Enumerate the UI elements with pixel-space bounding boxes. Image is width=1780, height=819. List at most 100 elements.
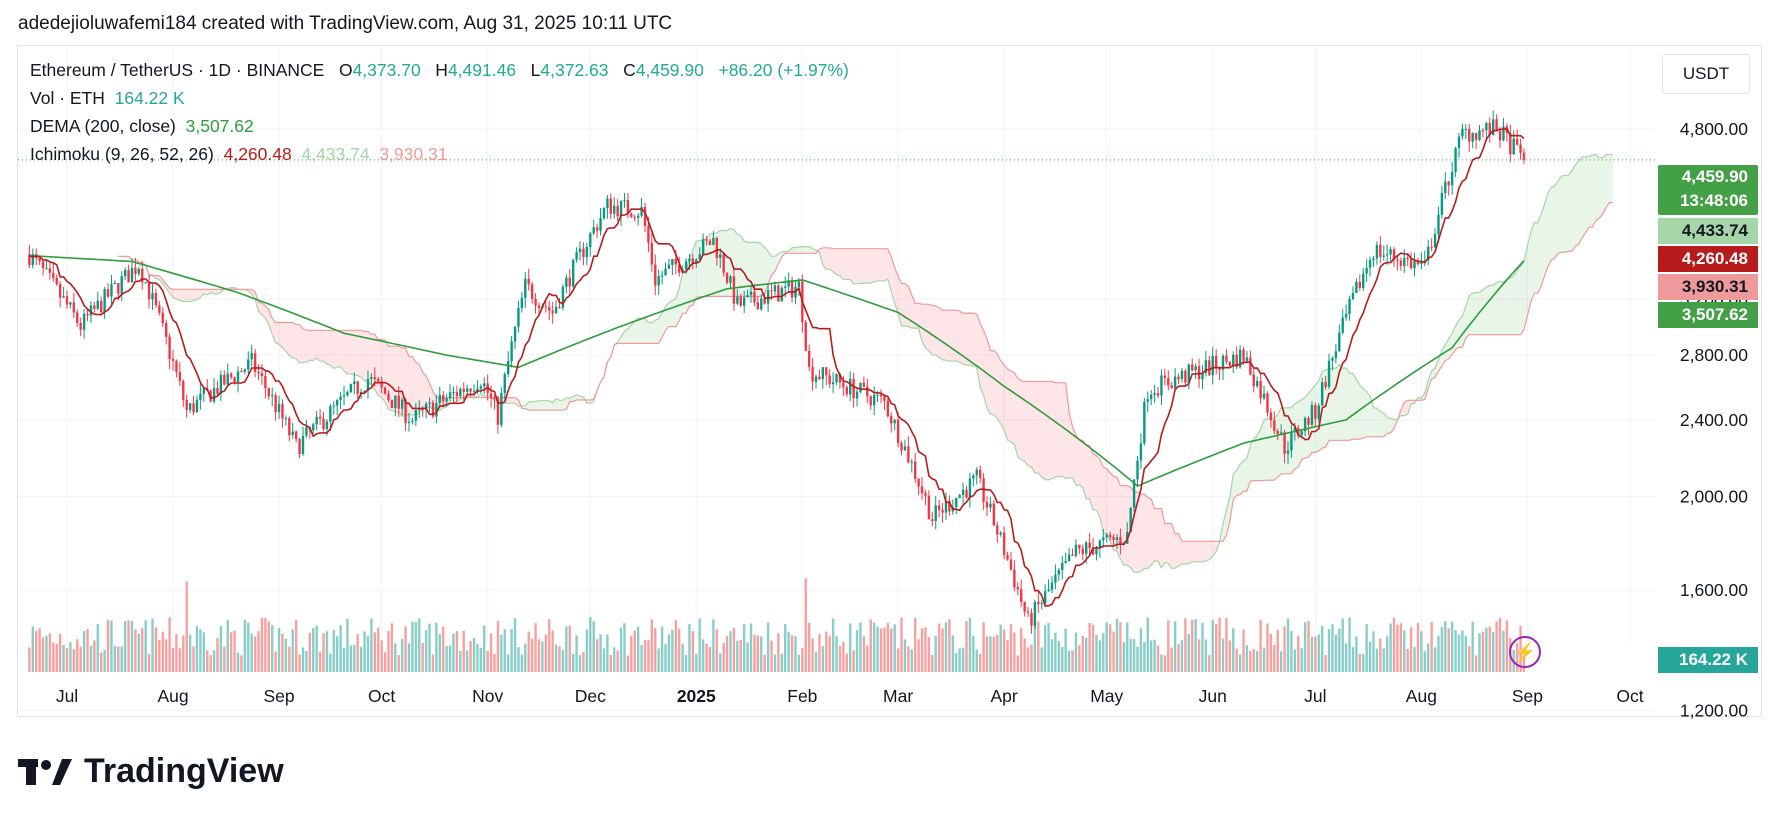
cloud-segment <box>1079 440 1083 488</box>
candle-body <box>1474 133 1478 140</box>
candle-body <box>188 403 192 410</box>
volume-bar <box>1153 639 1156 672</box>
volume-bar <box>1468 646 1471 672</box>
cloud-segment <box>1294 402 1299 469</box>
candle-body <box>619 200 623 217</box>
volume-bar <box>428 623 431 672</box>
candle-body <box>565 277 568 287</box>
volume-bar <box>807 622 811 672</box>
cloud-segment <box>836 248 840 276</box>
volume-bar <box>558 646 561 672</box>
cloud-segment <box>867 248 871 284</box>
volume-bar <box>674 620 677 672</box>
candle-body <box>890 416 893 424</box>
cloud-segment <box>1561 175 1566 253</box>
currency-selector[interactable]: USDT <box>1662 54 1750 94</box>
candle-body <box>1105 534 1108 538</box>
volume-bar <box>86 628 89 672</box>
legend-ohlc[interactable]: Ethereum / TetherUS · 1D · BINANCE O4,37… <box>30 60 849 81</box>
candle-body <box>96 300 99 309</box>
x-tick-label: Sep <box>263 686 294 706</box>
volume-bar <box>900 617 903 672</box>
candle-body <box>766 290 770 304</box>
candle-body <box>452 392 455 394</box>
cloud-segment <box>323 330 327 364</box>
candle-body <box>48 268 52 273</box>
volume-bar <box>766 622 770 672</box>
volume-bar <box>195 625 199 672</box>
cloud-segment <box>928 304 933 355</box>
volume-bar <box>1372 631 1375 672</box>
volume-bar <box>366 635 370 672</box>
volume-bar <box>1474 655 1478 672</box>
volume-bar <box>229 632 233 672</box>
cloud-segment <box>1537 214 1542 294</box>
volume-bar <box>130 620 134 672</box>
volume-bar <box>862 636 866 672</box>
candle-body <box>1331 358 1334 361</box>
candle-body <box>1047 589 1050 592</box>
cloud-segment <box>1544 193 1548 277</box>
cloud-segment <box>1137 492 1141 573</box>
candle-body <box>1160 375 1163 396</box>
candle-body <box>199 393 202 400</box>
candle-body <box>640 207 643 216</box>
cloud-segment <box>1585 156 1589 233</box>
volume-bar <box>1440 627 1444 672</box>
candle-body <box>855 391 859 399</box>
volume-bar <box>582 652 585 672</box>
volume-bar <box>592 621 595 672</box>
legend-dema[interactable]: DEMA (200, close) 3,507.62 <box>30 116 254 137</box>
cloud-segment <box>1106 468 1111 541</box>
legend-ichimoku[interactable]: Ichimoku (9, 26, 52, 26) 4,260.48 4,433.… <box>30 144 447 165</box>
cloud-segment <box>1606 154 1610 208</box>
cloud-segment <box>1578 157 1583 244</box>
candle-body <box>582 248 585 258</box>
cloud-segment <box>641 318 646 344</box>
candle-body <box>961 489 965 495</box>
volume-bar <box>575 635 578 672</box>
cloud-segment <box>1045 381 1049 480</box>
cloud-segment <box>330 330 334 369</box>
volume-bar <box>1379 638 1382 672</box>
cloud-segment <box>542 400 546 411</box>
candle-body <box>41 261 45 269</box>
candle-body <box>1348 299 1351 315</box>
volume-bar <box>1481 631 1485 672</box>
volume-bar <box>329 653 332 672</box>
volume-bar <box>332 630 335 672</box>
volume-bar <box>1433 647 1437 672</box>
legend-volume[interactable]: Vol · ETH 164.22 K <box>30 88 185 109</box>
volume-bar <box>1297 635 1300 672</box>
candle-body <box>616 205 619 217</box>
candle-body <box>684 261 688 270</box>
cloud-segment <box>1609 154 1613 203</box>
cloud-segment <box>1093 453 1097 511</box>
candle-body <box>1132 479 1136 508</box>
candle-body <box>483 383 486 387</box>
volume-bar <box>1351 647 1355 672</box>
volume-bar <box>212 650 216 672</box>
volume-bar <box>633 630 636 672</box>
volume-bar <box>1368 641 1372 672</box>
volume-bar <box>1047 623 1050 672</box>
volume-bar <box>127 620 130 672</box>
cloud-segment <box>908 286 912 329</box>
candle-body <box>910 461 913 463</box>
volume-bar <box>965 620 968 672</box>
candle-body <box>1461 129 1464 137</box>
candle-body <box>322 418 325 430</box>
cloud-segment <box>193 289 197 301</box>
candle-body <box>1385 254 1389 256</box>
volume-bar <box>1385 636 1389 672</box>
volume-bar <box>1389 623 1392 672</box>
candle-body <box>1170 385 1173 389</box>
volume-bar <box>1450 621 1454 672</box>
volume-bar <box>240 655 243 672</box>
cloud-segment <box>1082 440 1087 499</box>
volume-bar <box>619 627 623 672</box>
candle-body <box>1023 601 1026 612</box>
volume-bar <box>636 626 640 672</box>
lightning-icon[interactable]: ⚡ <box>1509 636 1541 668</box>
